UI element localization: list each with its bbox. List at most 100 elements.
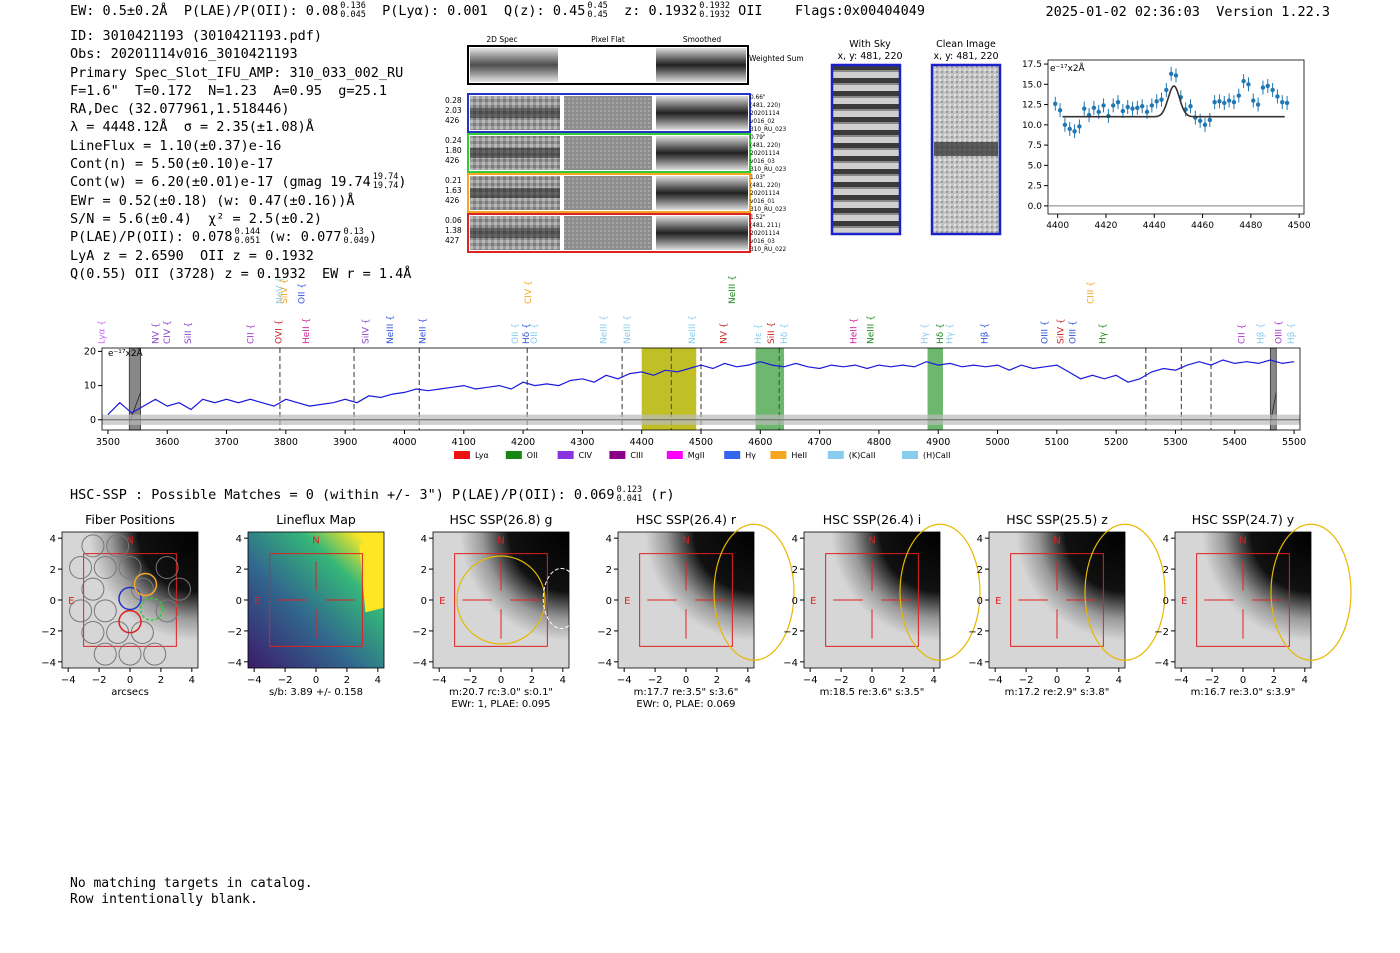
spectral-line-marker: Hε { xyxy=(754,324,764,344)
hsc-ytick-label: 2 xyxy=(792,565,798,576)
hsc-xtick-label: 0 xyxy=(498,675,504,686)
primary-line: Primary Spec_Slot_IFU_AMP: 310_033_002_R… xyxy=(70,64,404,81)
spectral-line-label: NeII { xyxy=(418,318,428,344)
fiber-circle xyxy=(69,556,93,580)
east-label: E xyxy=(68,596,74,607)
spectral-line-label: NeIII { xyxy=(728,275,738,304)
spectrum-line xyxy=(107,359,1295,416)
zoom-data-point xyxy=(1212,99,1217,105)
zoom-data-point xyxy=(1111,103,1116,108)
hsc-galaxy-image xyxy=(1175,532,1311,668)
spectral-line-label: SiII { xyxy=(767,322,777,344)
spectral-line-label: SiIV { xyxy=(1056,318,1066,344)
hsc-panel-title: Fiber Positions xyxy=(85,512,175,527)
fiber-circle xyxy=(106,534,130,558)
lambda-line: λ = 4448.12Å σ = 2.35(±1.08)Å xyxy=(70,119,314,136)
contw-lo: 19.74 xyxy=(372,181,399,192)
zoom-data-point xyxy=(1101,103,1106,108)
spectral-line-marker: NeIII { xyxy=(688,315,698,344)
north-label: N xyxy=(868,536,875,547)
zoom-data-point xyxy=(1077,124,1082,129)
legend-swatch xyxy=(827,451,844,459)
spectral-line-marker: SiIV { xyxy=(280,278,290,304)
hsc-xtick-label: 4 xyxy=(1116,675,1122,686)
spectrum-xtick-label: 4200 xyxy=(511,437,535,448)
east-label: E xyxy=(624,596,630,607)
zoom-data-point xyxy=(1091,105,1097,111)
spectral-line-marker: OIII { xyxy=(1275,320,1285,344)
hsc-xtick-label: −2 xyxy=(92,675,107,686)
east-label: E xyxy=(254,596,260,607)
zoom-data-point xyxy=(1159,97,1164,102)
legend-label: Hγ xyxy=(745,451,756,460)
fiber-primary xyxy=(118,586,142,611)
cutout-2d-trace xyxy=(470,188,560,198)
zoom-data-point xyxy=(1202,122,1208,128)
plae-line-hi: 0.144 xyxy=(234,227,261,238)
spectrum-xtick-label: 3800 xyxy=(274,437,298,448)
hsc-ytick-label: 0 xyxy=(50,596,56,607)
hsc-ytick-label: 0 xyxy=(421,596,427,607)
zoom-data-point xyxy=(1197,118,1203,123)
id-line: ID: 3010421193 (3010421193.pdf) xyxy=(70,28,322,44)
zoom-data-point xyxy=(1057,108,1063,113)
zoom-data-point xyxy=(1144,109,1150,115)
cutout-left-label: 1.63 xyxy=(445,186,462,195)
spectra-cutouts: 2D Spec Pixel Flat Smoothed Weighted Sum… xyxy=(445,35,804,253)
plae-w-text: (w: 0.077 xyxy=(268,229,342,246)
plae-line-lo: 0.051 xyxy=(234,236,261,247)
hsc-ytick-label: 0 xyxy=(977,596,983,607)
hsc-xtick-label: 2 xyxy=(1271,675,1277,686)
spectral-line-label: Hδ { xyxy=(780,323,790,344)
spectrum-xtick-label: 4800 xyxy=(867,437,891,448)
hsc-ytick-label: 4 xyxy=(50,534,56,545)
spectral-line-marker: OII { xyxy=(511,323,521,344)
hsc-ytick-label: 0 xyxy=(1163,596,1169,607)
z-line: OII xyxy=(738,3,763,19)
fiber-circle xyxy=(93,642,117,666)
zoom-data-point xyxy=(1125,104,1130,110)
hsc-ytick-label: 4 xyxy=(1163,534,1169,545)
zoom-data-point xyxy=(1207,117,1213,123)
spectral-line-label: Lyα { xyxy=(97,320,107,344)
zoom-data-point xyxy=(1130,106,1135,111)
hsc-xtick-label: −4 xyxy=(247,675,262,686)
cutout-right-label: v016_02 xyxy=(750,119,775,125)
spectrum-ytick-label: 20 xyxy=(84,346,96,357)
hsc-galaxy-image xyxy=(618,532,754,668)
fiber-circle xyxy=(69,599,93,623)
plae-value: P(LAE)/P(OII): 0.08 xyxy=(183,3,339,19)
cutout-right-label: 0.66" xyxy=(750,95,766,101)
spectral-line-label: CIV { xyxy=(524,280,534,304)
timestamp: 2025-01-02 02:36:03 xyxy=(1045,4,1200,20)
hsc-ytick-label: 4 xyxy=(421,534,427,545)
spectral-line-label: SiIV { xyxy=(361,318,371,344)
spectrum-xtick-label: 4100 xyxy=(452,437,476,448)
cutout-right-label: (481, 220) xyxy=(750,183,780,189)
spectrum-xtick-label: 5400 xyxy=(1223,437,1247,448)
hsc-hi: 0.123 xyxy=(616,485,643,495)
spectral-line-marker: CIV { xyxy=(524,280,534,304)
zoom-ytick-label: 17.5 xyxy=(1022,60,1042,70)
hsc-caption: m:17.7 re:3.5" s:3.6" xyxy=(634,687,739,698)
hsc-xtick-label: −4 xyxy=(432,675,447,686)
clean-image-trace xyxy=(934,142,998,156)
legend-label: CIV xyxy=(579,451,593,460)
spectral-line-label: NV { xyxy=(720,323,730,344)
cutout-smoothed xyxy=(656,96,748,130)
cutout-right-label: 1.52" xyxy=(750,215,766,221)
spectral-line-marker: NeV { xyxy=(275,277,285,304)
hsc-xtick-label: 4 xyxy=(189,675,195,686)
qz-hi: 0.45 xyxy=(587,1,608,11)
legend-label: (H)CaII xyxy=(923,451,950,460)
spectral-line-label: Hβ { xyxy=(981,323,991,344)
cutout-right-label: 310_RU_023 xyxy=(750,167,787,173)
fiber-circle xyxy=(81,620,105,644)
spectrum-xtick-label: 4900 xyxy=(926,437,950,448)
lineflux-line: LineFlux = 1.10(±0.37)e-16 xyxy=(70,137,282,154)
cutout-left-label: 0.28 xyxy=(445,96,462,105)
hsc-ytick-label: 4 xyxy=(792,534,798,545)
zoom-xtick-label: 4420 xyxy=(1095,221,1118,231)
spectral-line-marker: Hβ { xyxy=(1256,323,1266,344)
